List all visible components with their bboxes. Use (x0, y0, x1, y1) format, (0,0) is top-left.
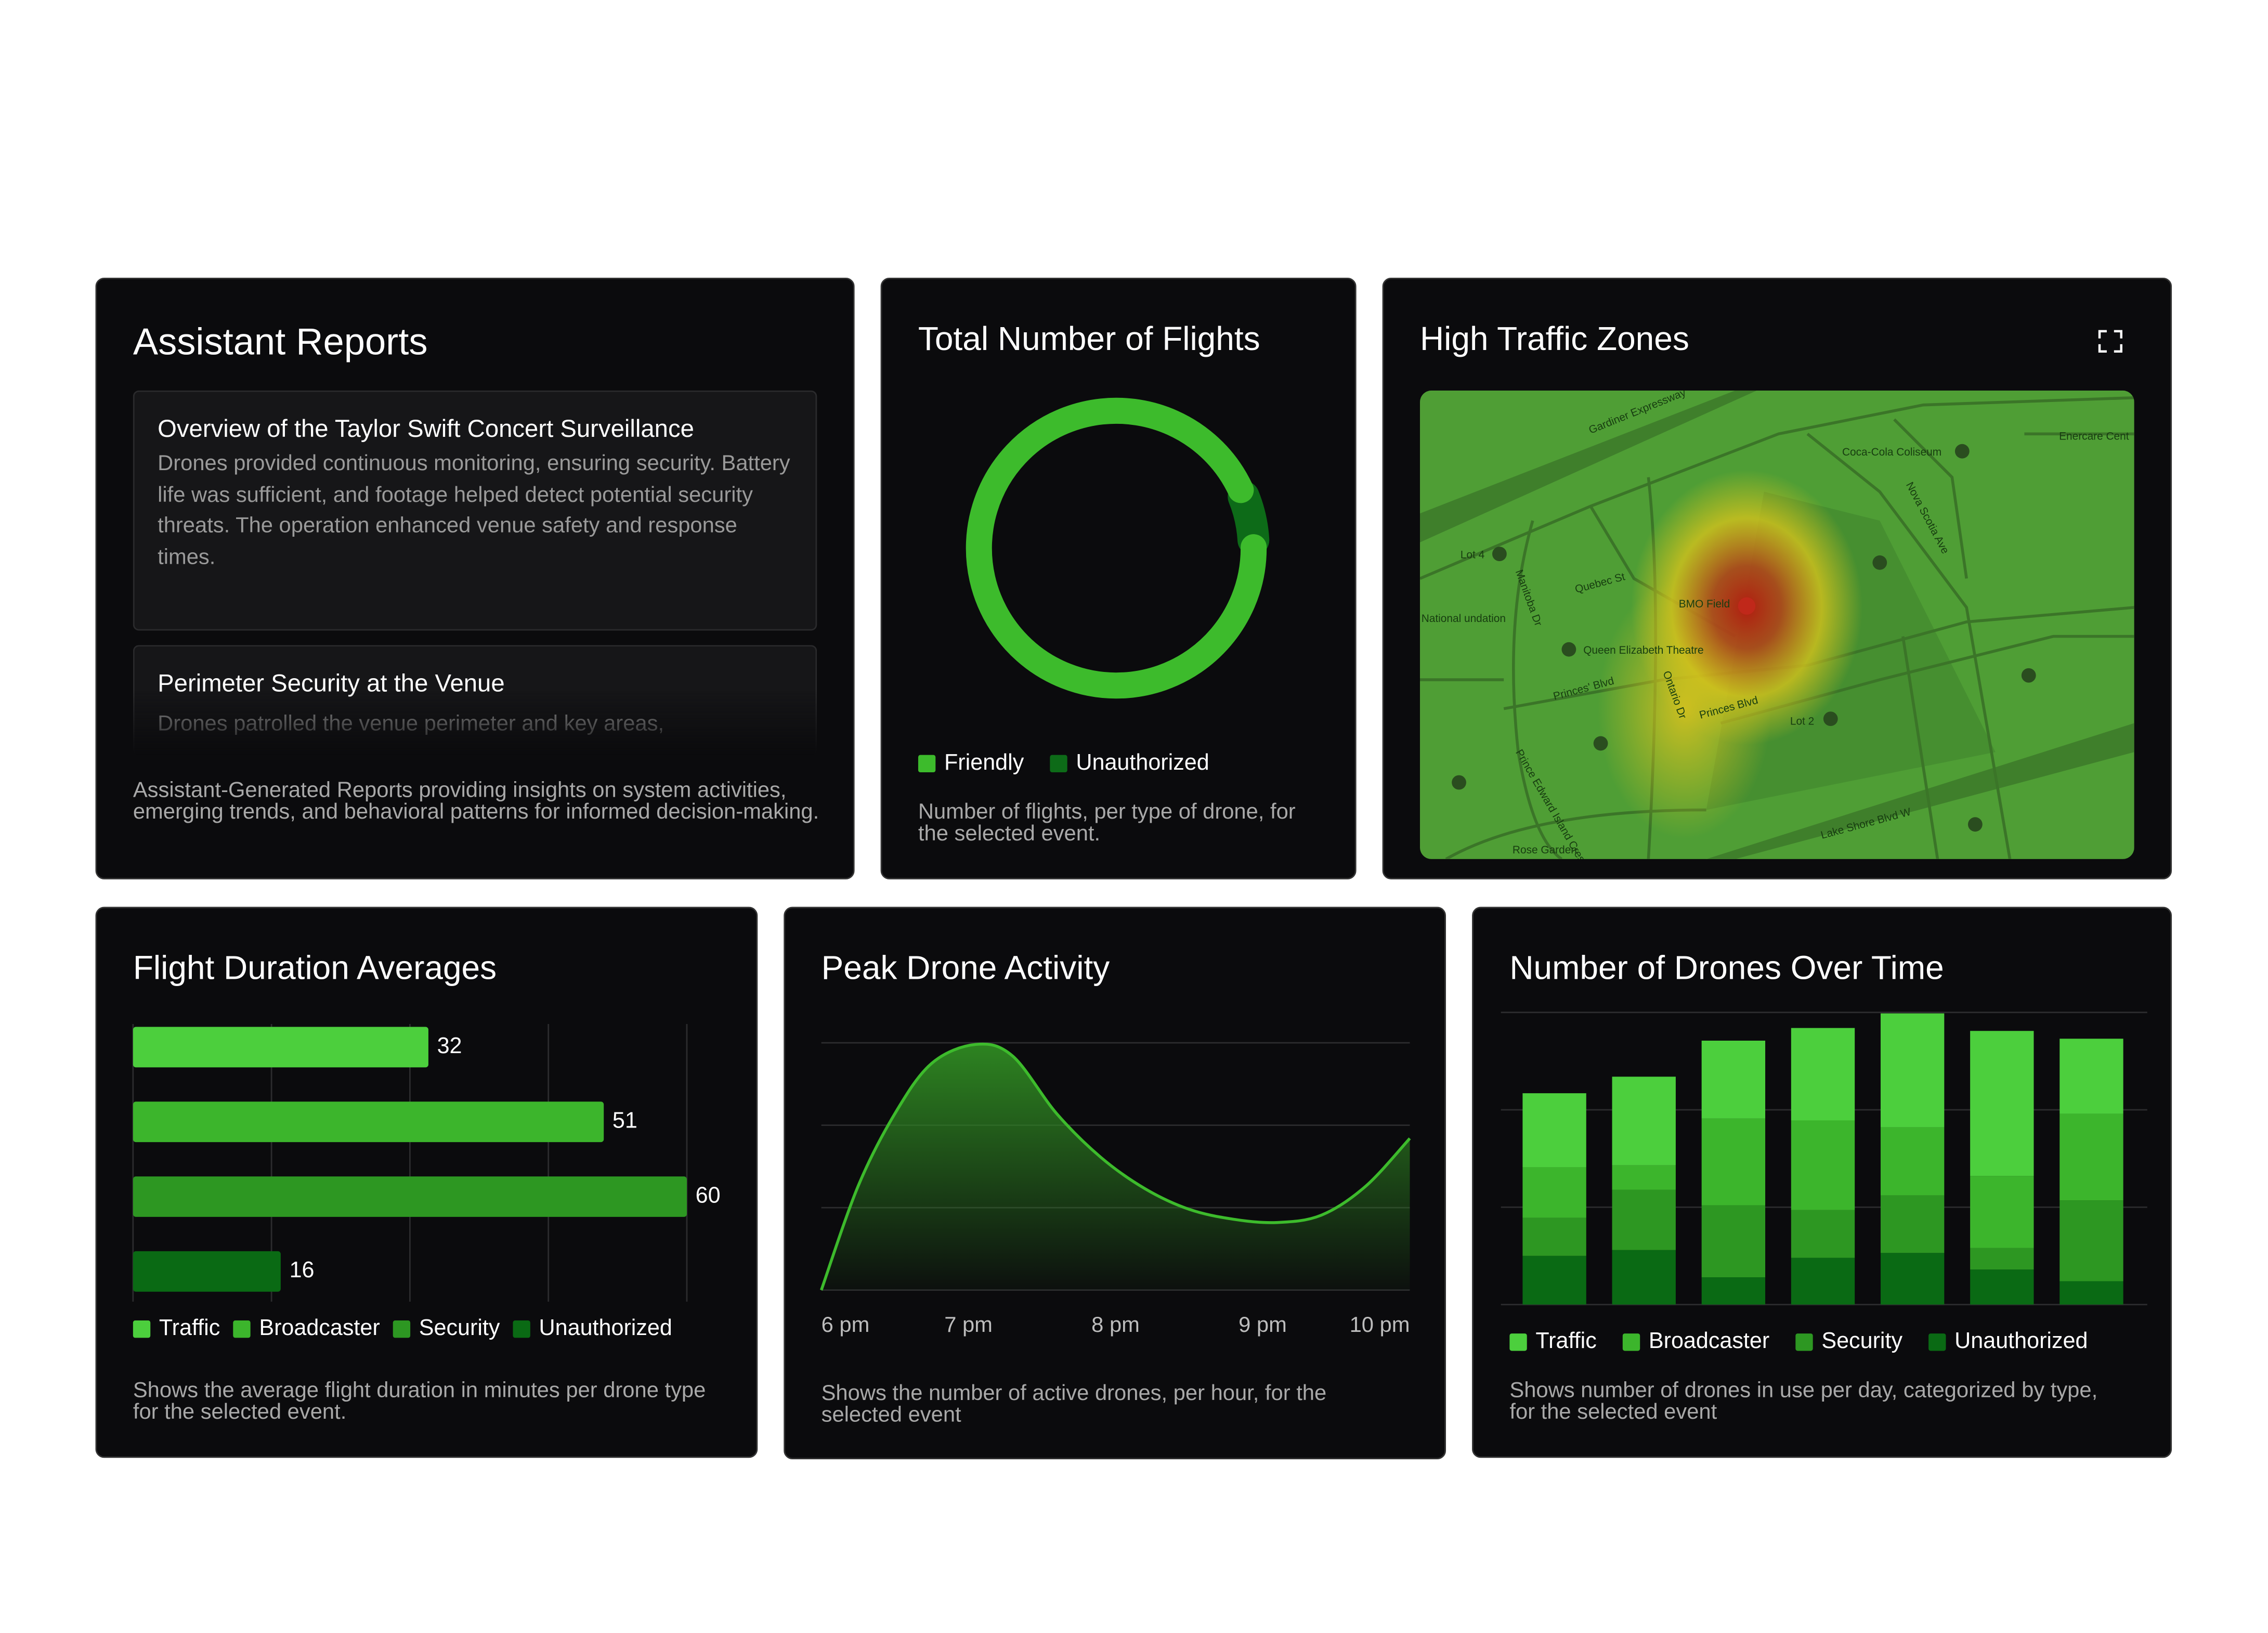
panel-title: Number of Drones Over Time (1509, 949, 1944, 987)
report-item[interactable]: Overview of the Taylor Swift Concert Sur… (133, 390, 817, 631)
report-title: Perimeter Security at the Venue (158, 669, 505, 697)
flights-panel: Total Number of Flights Number of flight… (880, 277, 1357, 879)
panel-title: High Traffic Zones (1419, 319, 1689, 357)
panel-description: Number of flights, per type of drone, fo… (918, 799, 1296, 846)
panel-title: Assistant Reports (133, 319, 428, 364)
duration-panel: Flight Duration Averages Shows the avera… (95, 906, 758, 1458)
drones-panel: Number of Drones Over Time Shows number … (1472, 906, 2172, 1458)
report-text: Drones patrolled the venue perimeter and… (158, 711, 664, 736)
panel-description: Shows number of drones in use per day, c… (1509, 1378, 2098, 1425)
reports-panel: Assistant Reports Overview of the Taylor… (95, 277, 855, 879)
report-title: Overview of the Taylor Swift Concert Sur… (158, 415, 694, 443)
panel-description: Assistant-Generated Reports providing in… (133, 778, 819, 825)
panel-title: Flight Duration Averages (133, 949, 497, 987)
report-text: Drones provided continuous monitoring, e… (158, 451, 790, 569)
report-item[interactable]: Perimeter Security at the Venue Drones p… (133, 645, 817, 755)
activity-panel: Peak Drone Activity Shows the number of … (784, 906, 1446, 1460)
map-panel: High Traffic Zones (1382, 277, 2172, 879)
panel-title: Peak Drone Activity (821, 949, 1110, 987)
panel-title: Total Number of Flights (918, 319, 1260, 357)
panel-description: Shows the number of active drones, per h… (821, 1381, 1327, 1428)
panel-description: Shows the average flight duration in min… (133, 1378, 706, 1425)
